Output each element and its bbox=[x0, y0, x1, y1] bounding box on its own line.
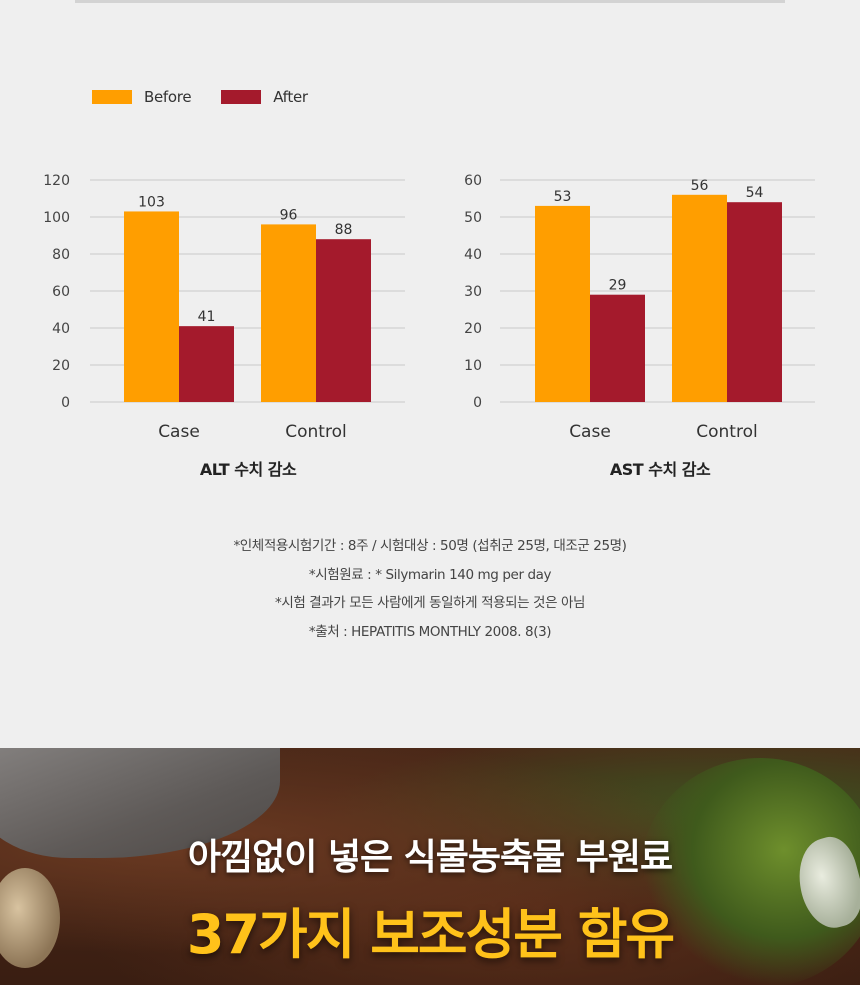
data-label: 88 bbox=[335, 222, 353, 238]
legend-item-after: After bbox=[221, 88, 308, 106]
y-tick-label: 120 bbox=[43, 173, 70, 189]
footnote-trial-period: *인체적용시험기간 : 8주 / 시험대상 : 50명 (섭취군 25명, 대조… bbox=[233, 538, 627, 554]
data-label: 29 bbox=[609, 278, 627, 294]
x-tick-label: Case bbox=[569, 422, 611, 442]
x-tick-label: Control bbox=[285, 422, 346, 442]
bar-before-case bbox=[124, 211, 179, 402]
y-tick-label: 20 bbox=[464, 321, 482, 337]
y-tick-label: 50 bbox=[464, 210, 482, 226]
y-tick-label: 0 bbox=[61, 395, 70, 411]
footnote-source: *출처 : HEPATITIS MONTHLY 2008. 8(3) bbox=[308, 623, 552, 640]
y-tick-label: 0 bbox=[473, 395, 482, 411]
footnote-material: *시험원료 : * Silymarin 140 mg per day bbox=[308, 566, 552, 583]
bar-after-control bbox=[727, 202, 782, 402]
y-tick-label: 80 bbox=[52, 247, 70, 263]
bar-before-case bbox=[535, 205, 590, 402]
x-tick-label: Control bbox=[696, 422, 757, 442]
data-label: 56 bbox=[691, 178, 709, 194]
y-tick-label: 40 bbox=[464, 247, 482, 263]
ingredient-banner: 아낌없이 넣은 식물농축물 부원료 37가지 보조성분 함유 bbox=[0, 748, 860, 985]
data-label: 54 bbox=[746, 185, 764, 201]
alt-chart: 0 20 40 60 80 100 120 103 41 Case 96 88 Control ALT 수… bbox=[43, 173, 405, 479]
banner-subtitle: 아낌없이 넣은 식물농축물 부원료 bbox=[187, 837, 673, 878]
legend-swatch-before bbox=[92, 90, 132, 104]
banner-headline: 37가지 보조성분 함유 bbox=[186, 903, 675, 966]
legend-label-after: After bbox=[273, 88, 308, 106]
y-tick-label: 40 bbox=[52, 321, 70, 337]
stone-image bbox=[0, 868, 60, 968]
y-tick-label: 60 bbox=[52, 284, 70, 300]
chart-legend: Before After bbox=[92, 86, 308, 108]
bar-before-control bbox=[672, 194, 727, 402]
bar-after-case bbox=[179, 326, 234, 402]
footnotes: *인체적용시험기간 : 8주 / 시험대상 : 50명 (섭취군 25명, 대조… bbox=[0, 532, 860, 646]
bar-after-control bbox=[316, 239, 371, 402]
y-tick-label: 60 bbox=[464, 173, 482, 189]
x-tick-label: Case bbox=[158, 422, 200, 442]
data-label: 96 bbox=[280, 207, 298, 223]
ast-chart: 0 10 20 30 40 50 60 53 29 Case 56 54 Control AST 수치 감… bbox=[464, 173, 815, 479]
bar-after-case bbox=[590, 294, 645, 402]
legend-label-before: Before bbox=[144, 88, 192, 106]
top-divider bbox=[75, 0, 785, 3]
y-tick-label: 30 bbox=[464, 284, 482, 300]
data-label: 41 bbox=[198, 309, 216, 325]
y-tick-label: 100 bbox=[43, 210, 70, 226]
data-label: 103 bbox=[138, 194, 165, 210]
bar-before-control bbox=[261, 224, 316, 402]
y-tick-label: 20 bbox=[52, 358, 70, 374]
legend-swatch-after bbox=[221, 90, 262, 104]
chart-title: AST 수치 감소 bbox=[610, 460, 711, 479]
data-label: 53 bbox=[554, 189, 572, 205]
y-tick-label: 10 bbox=[464, 358, 482, 374]
legend-item-before: Before bbox=[92, 88, 192, 106]
chart-title: ALT 수치 감소 bbox=[200, 460, 297, 479]
footnote-disclaimer: *시험 결과가 모든 사람에게 동일하게 적용되는 것은 아님 bbox=[274, 595, 586, 611]
